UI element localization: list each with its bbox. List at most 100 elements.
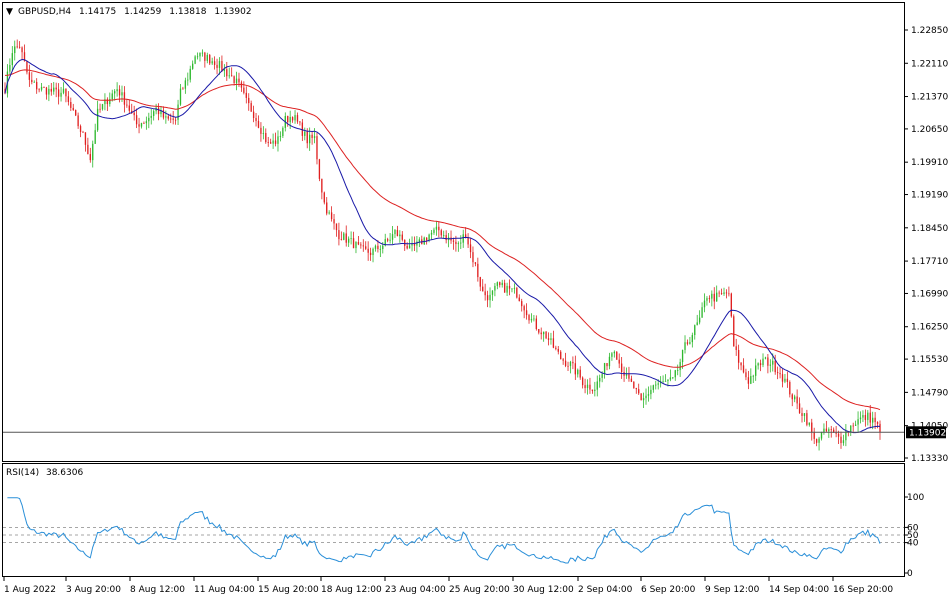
candle [842,434,845,446]
candle [231,67,233,77]
candle [686,339,689,346]
candle [469,238,472,259]
candle [545,331,547,340]
candle [277,130,279,152]
time-tick-label: 1 Aug 2022 [4,585,56,595]
candle [248,93,250,111]
price-tick-label: 1.19190 [911,191,948,201]
candle [48,85,50,102]
candle [596,375,598,397]
candle [299,120,301,126]
candle [496,281,499,290]
candle [713,287,715,310]
candle [730,292,732,318]
candle [367,241,369,261]
candle [706,296,708,306]
candle [774,354,776,375]
candle [172,110,174,125]
candle [184,77,187,94]
candle [269,138,272,144]
candle [879,420,881,440]
candle [223,64,226,77]
candle [394,228,396,238]
time-tick-label: 9 Sep 12:00 [705,585,760,595]
candle [65,88,67,103]
candle [857,411,859,432]
candle [355,241,357,254]
candle [433,227,435,235]
candle [672,377,674,380]
candle [177,99,179,126]
candle [369,247,372,261]
last-price-box [906,426,946,439]
price-tick-label: 1.17710 [911,257,948,267]
candle [647,386,650,402]
candle [620,357,623,379]
candle [867,410,869,426]
candle [755,358,757,381]
candle [767,354,769,374]
candle [389,232,391,244]
candle [523,304,525,319]
candle [798,397,801,414]
candle [591,389,594,394]
candle [218,57,221,75]
candle [372,247,374,263]
candle [40,83,43,92]
candle [352,231,355,249]
candle [423,236,425,245]
price-tick-label: 1.15530 [911,355,948,365]
collapse-arrow-icon[interactable]: ▼ [6,7,13,17]
candle [316,132,318,165]
candle [99,103,101,113]
candle [521,298,523,312]
candle [606,363,608,371]
candle [82,130,84,133]
candle [57,83,60,105]
candle [789,380,791,398]
candle [296,112,299,124]
candle [365,241,367,251]
candle [837,430,840,444]
candle [435,220,438,236]
candle [404,239,406,251]
candle [109,92,111,107]
moving-averages [4,58,881,434]
candle [187,72,189,86]
candle [243,81,245,95]
candle [694,324,696,340]
candle [562,357,564,365]
candle [681,349,684,369]
candle [479,276,481,292]
candle [689,336,691,345]
candle [262,126,265,140]
candle [786,371,789,388]
rsi-series [7,497,881,564]
candle [396,225,399,237]
candle [489,287,491,308]
candle [550,332,552,345]
candle [569,360,572,374]
candle [462,229,464,248]
candle [196,52,199,60]
candle [23,44,26,62]
candle [806,409,808,427]
candle [720,288,723,295]
candle [718,290,720,298]
candle [501,279,503,288]
time-tick-label: 3 Aug 20:00 [66,585,121,595]
candle [737,344,740,370]
candle [655,380,657,390]
candle [835,425,837,438]
candle [850,425,852,436]
candle [645,388,647,405]
candle [613,350,616,358]
candle [535,315,538,331]
candle [67,91,70,106]
time-tick-label: 11 Aug 04:00 [194,585,255,595]
candle [703,293,706,313]
rsi-panel-frame [2,463,905,577]
candle [516,286,518,299]
candle [343,231,345,241]
